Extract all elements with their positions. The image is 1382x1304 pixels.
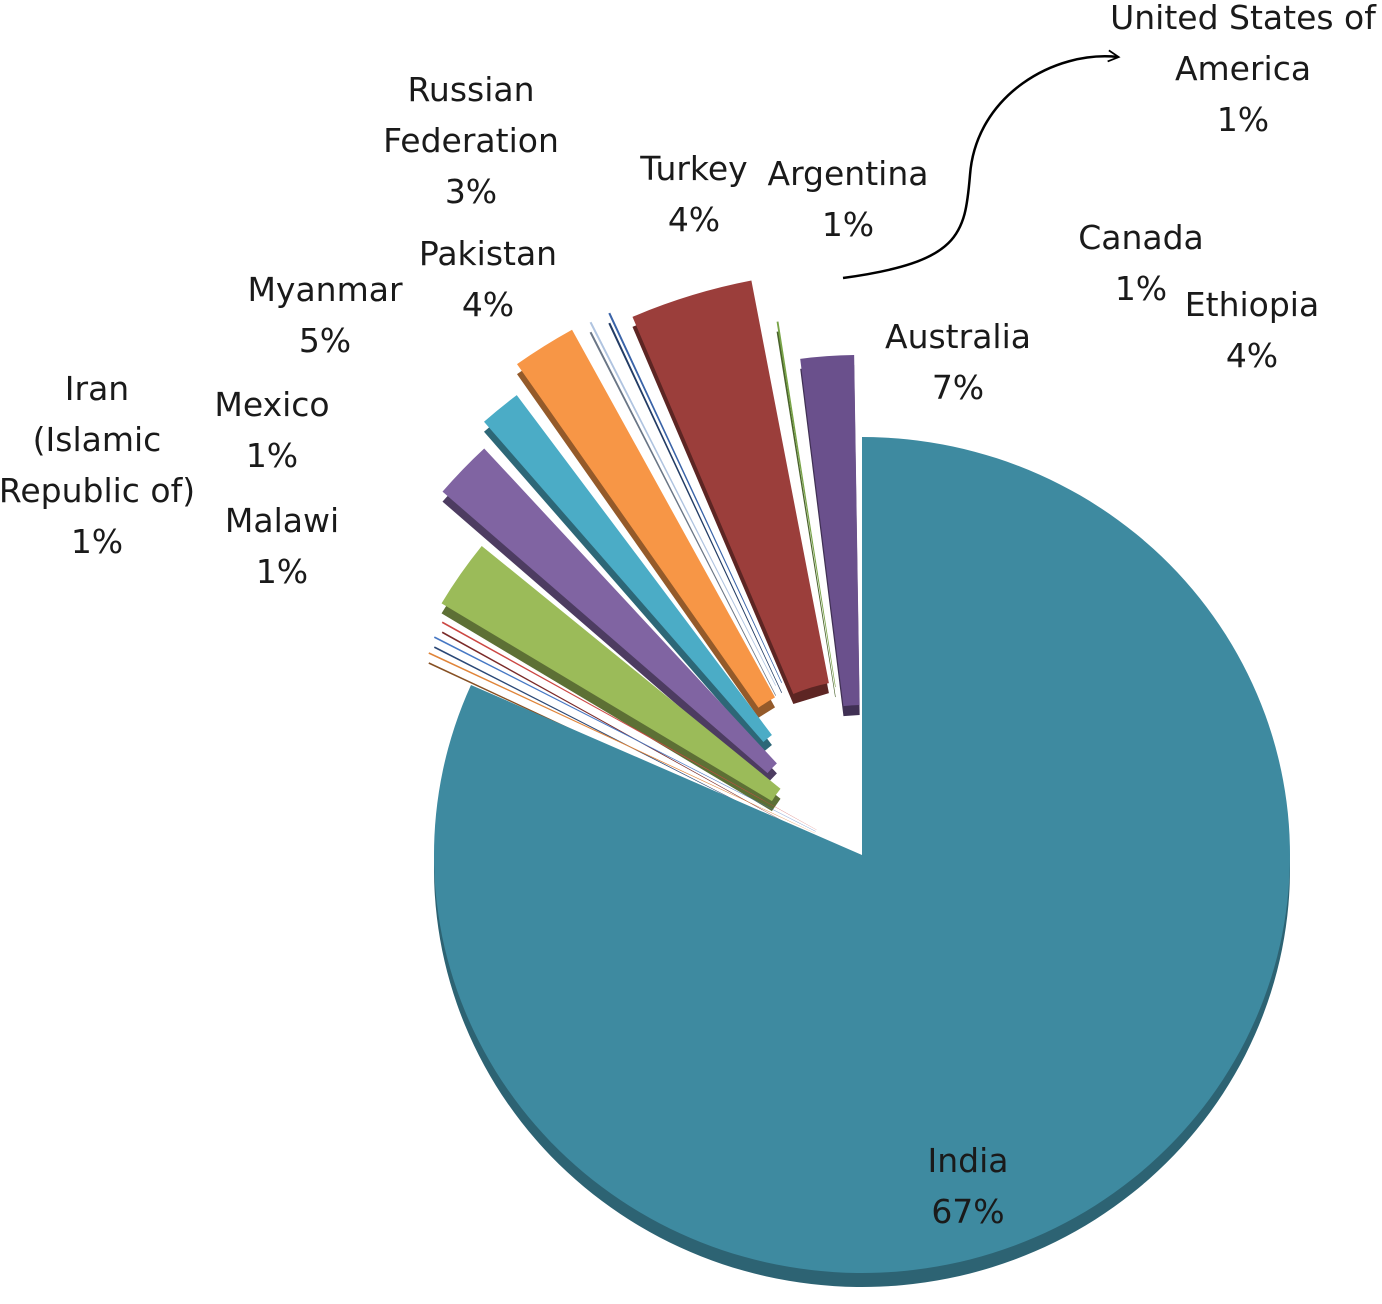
label-russian-federation-name: Federation — [383, 121, 559, 160]
slice-pakistan — [442, 448, 777, 774]
label-india: India 67% — [928, 1141, 1009, 1231]
label-united-states-of-america-percent: 1% — [1217, 100, 1269, 139]
label-myanmar: Myanmar 5% — [247, 270, 403, 360]
label-iran-islamic-republic-of-name: Republic of) — [0, 471, 195, 510]
slice-argentina — [589, 321, 777, 686]
slice-argentina-depth — [589, 331, 777, 696]
slice-iran-islamic-republic-of — [433, 636, 816, 832]
label-australia-name: Australia — [885, 317, 1031, 356]
slice-russian-federation — [484, 395, 772, 742]
label-united-states-of-america-name: America — [1175, 49, 1311, 88]
label-malawi-percent: 1% — [256, 552, 308, 591]
label-ethiopia-name: Ethiopia — [1185, 285, 1319, 324]
label-russian-federation: Russian Federation 3% — [383, 70, 559, 211]
usa-leader-arrow — [842, 49, 1121, 280]
slice-mexico-depth — [441, 631, 817, 840]
label-canada-percent: 1% — [1115, 269, 1167, 308]
label-india-percent: 67% — [931, 1192, 1004, 1231]
slice-united-states-of-america — [608, 312, 783, 683]
label-canada-name: Canada — [1078, 218, 1204, 257]
label-russian-federation-percent: 3% — [445, 172, 497, 211]
label-russian-federation-name: Russian — [407, 70, 534, 109]
label-myanmar-name: Myanmar — [247, 270, 403, 309]
label-malawi-name: Malawi — [225, 501, 339, 540]
label-ethiopia: Ethiopia 4% — [1185, 285, 1319, 375]
label-myanmar-percent: 5% — [299, 321, 351, 360]
label-iran-islamic-republic-of-name: (Islamic — [33, 420, 162, 459]
label-iran-islamic-republic-of: Iran (Islamic Republic of) 1% — [0, 369, 195, 561]
label-mexico-percent: 1% — [246, 436, 298, 475]
slice-myanmar — [441, 545, 781, 802]
label-india-name: India — [928, 1141, 1009, 1180]
label-iran-islamic-republic-of-percent: 1% — [71, 522, 123, 561]
label-ethiopia-percent: 4% — [1226, 336, 1278, 375]
label-layer: India 67% Malawi 1% Iran (Islamic Republic of)… — [0, 0, 1377, 1231]
slice-ethiopia — [800, 355, 860, 707]
slice-india — [433, 437, 1290, 1273]
label-turkey-percent: 4% — [668, 200, 720, 239]
slice-canada — [776, 321, 836, 688]
label-australia: Australia 7% — [885, 317, 1031, 407]
label-united-states-of-america-name: United States of — [1110, 0, 1377, 37]
label-pakistan-name: Pakistan — [419, 234, 557, 273]
label-australia-percent: 7% — [932, 368, 984, 407]
label-argentina-name: Argentina — [768, 154, 929, 193]
label-turkey-name: Turkey — [639, 149, 747, 188]
slice-united-states-of-america-depth — [608, 322, 783, 693]
label-argentina: Argentina 1% — [768, 154, 929, 244]
label-pakistan: Pakistan 4% — [419, 234, 557, 324]
label-mexico-name: Mexico — [214, 385, 329, 424]
slice-canada-depth — [776, 331, 836, 698]
slice-australia — [632, 280, 829, 695]
label-iran-islamic-republic-of-name: Iran — [65, 369, 129, 408]
slice-turkey — [516, 329, 776, 708]
label-argentina-percent: 1% — [822, 205, 874, 244]
label-malawi: Malawi 1% — [225, 501, 339, 591]
label-canada: Canada 1% — [1078, 218, 1204, 308]
label-pakistan-percent: 4% — [462, 285, 514, 324]
label-mexico: Mexico 1% — [214, 385, 329, 475]
slice-mexico — [441, 621, 817, 830]
slice-malawi — [428, 652, 815, 834]
label-turkey: Turkey 4% — [639, 149, 747, 239]
label-united-states-of-america: United States of America 1% — [1110, 0, 1377, 139]
slice-layer — [428, 280, 1290, 1273]
